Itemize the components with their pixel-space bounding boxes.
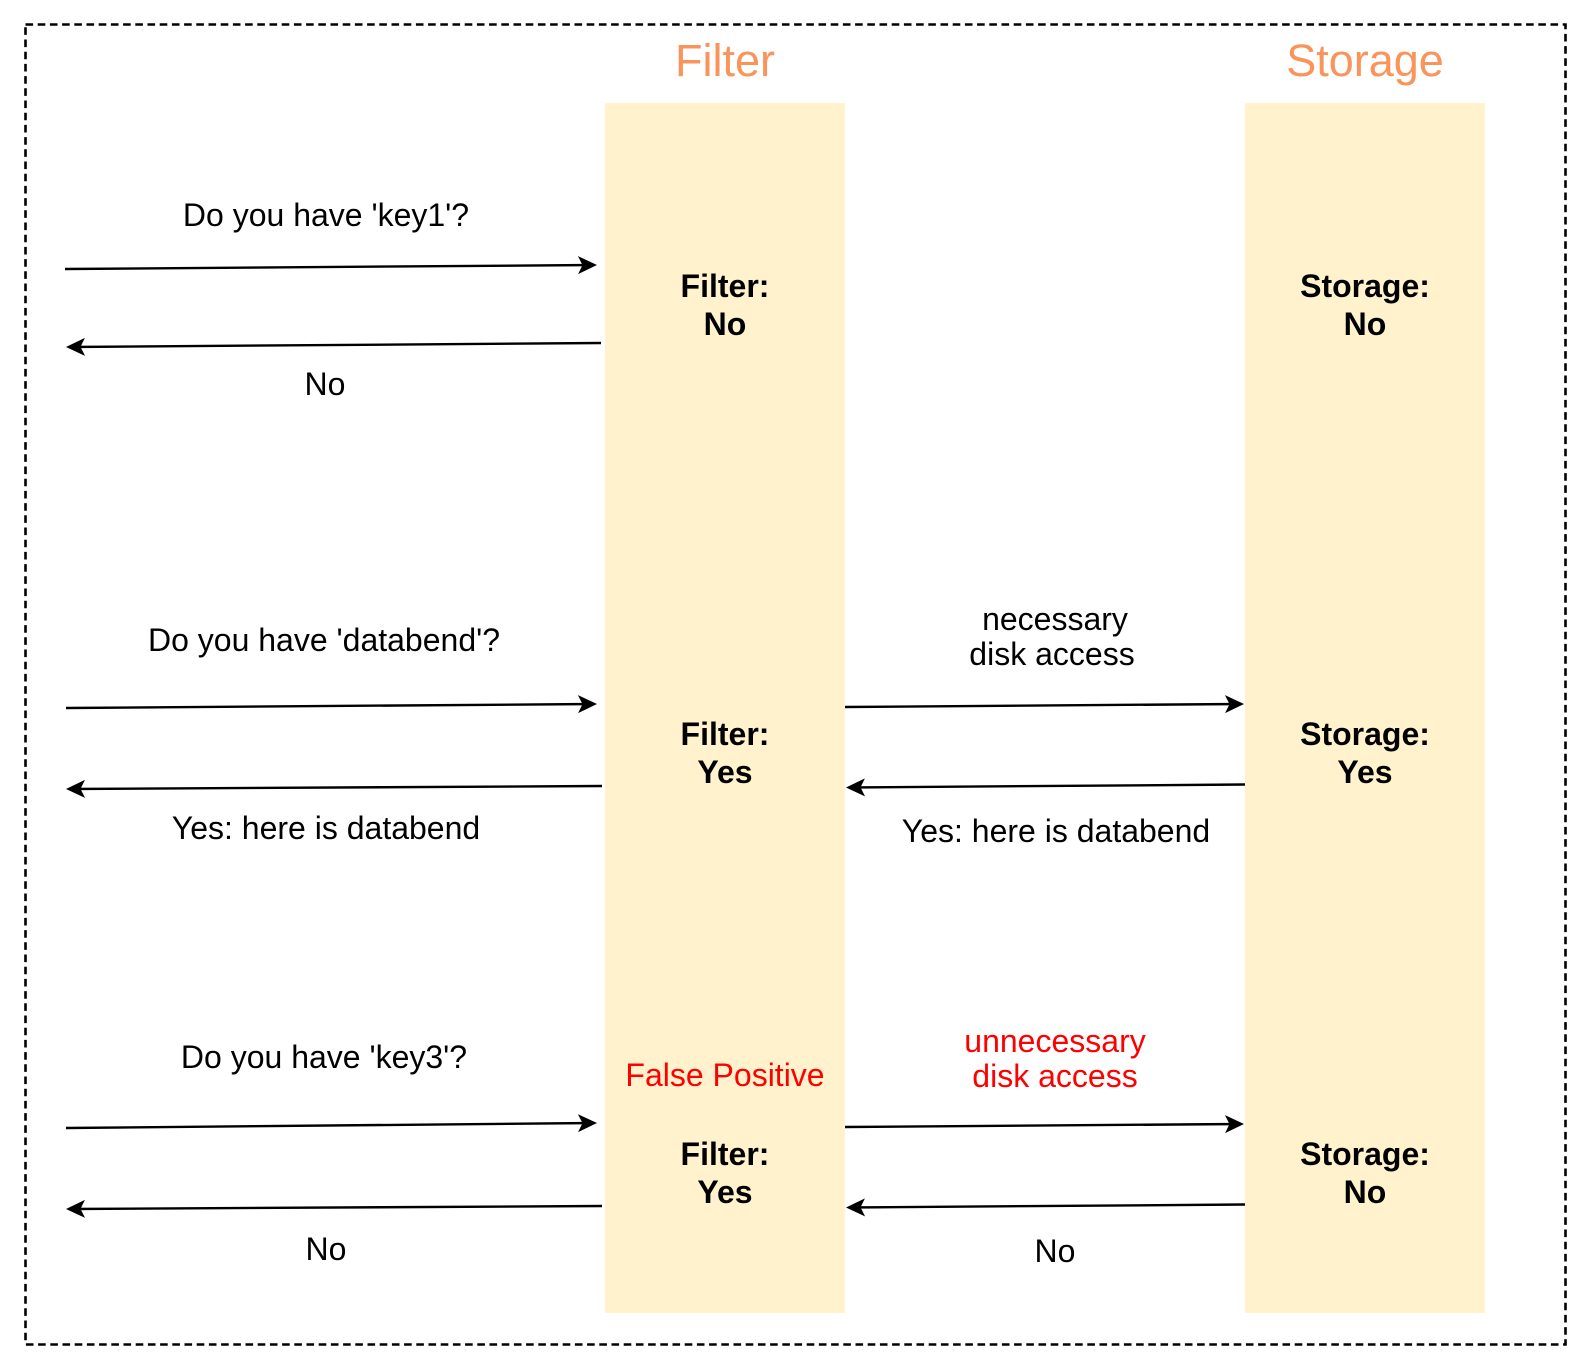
svg-text:Filter: Filter bbox=[675, 35, 775, 86]
svg-text:necessary: necessary bbox=[982, 601, 1128, 637]
svg-text:Do you have 'key1'?: Do you have 'key1'? bbox=[183, 197, 469, 233]
svg-text:Yes: Yes bbox=[697, 1174, 752, 1210]
svg-text:Storage:: Storage: bbox=[1300, 1136, 1430, 1172]
svg-text:Do you have 'key3'?: Do you have 'key3'? bbox=[181, 1039, 467, 1075]
svg-text:Filter:: Filter: bbox=[681, 1136, 770, 1172]
svg-text:Storage:: Storage: bbox=[1300, 716, 1430, 752]
svg-text:No: No bbox=[1344, 306, 1387, 342]
svg-text:No: No bbox=[704, 306, 747, 342]
svg-text:No: No bbox=[306, 1231, 347, 1267]
svg-text:Do you have 'databend'?: Do you have 'databend'? bbox=[148, 622, 500, 658]
svg-text:False Positive: False Positive bbox=[625, 1057, 824, 1093]
svg-text:No: No bbox=[305, 366, 346, 402]
svg-text:Yes: Yes bbox=[697, 754, 752, 790]
svg-text:No: No bbox=[1344, 1174, 1387, 1210]
svg-text:Storage:: Storage: bbox=[1300, 268, 1430, 304]
svg-text:Yes: here is databend: Yes: here is databend bbox=[172, 810, 480, 846]
svg-text:unnecessary: unnecessary bbox=[964, 1023, 1145, 1059]
svg-text:Yes: here is databend: Yes: here is databend bbox=[902, 813, 1210, 849]
svg-text:Yes: Yes bbox=[1337, 754, 1392, 790]
svg-text:Filter:: Filter: bbox=[681, 268, 770, 304]
svg-text:No: No bbox=[1035, 1233, 1076, 1269]
svg-text:disk access: disk access bbox=[972, 1058, 1137, 1094]
svg-text:Filter:: Filter: bbox=[681, 716, 770, 752]
svg-text:disk access: disk access bbox=[969, 636, 1134, 672]
svg-text:Storage: Storage bbox=[1286, 35, 1444, 86]
